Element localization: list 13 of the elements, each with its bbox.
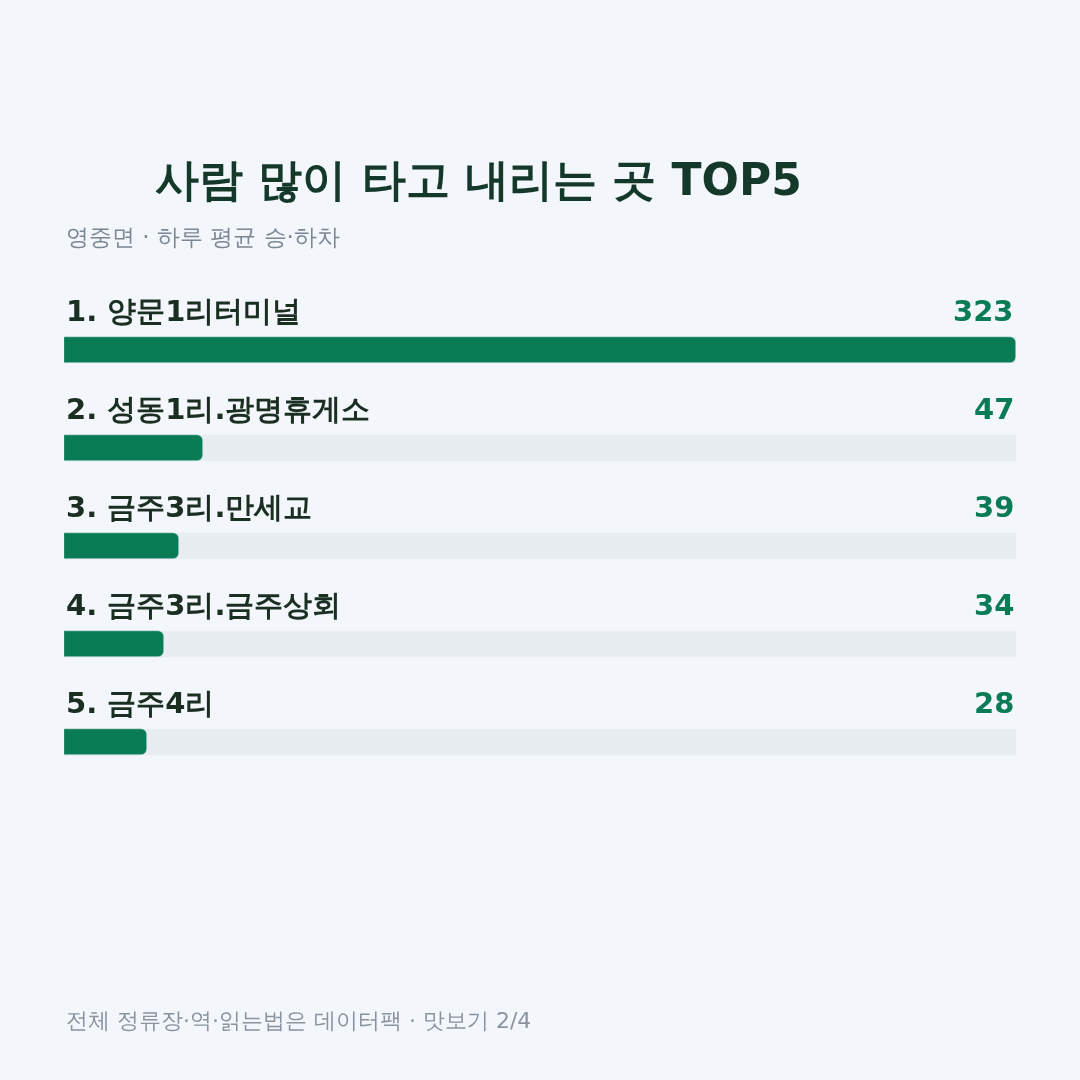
chart-title: 사람 많이 타고 내리는 곳 TOP5 — [155, 154, 802, 206]
y-tick-label: 5. 금주4리 — [66, 686, 215, 720]
data-label: 323 — [953, 294, 1014, 328]
data-label: 39 — [974, 490, 1015, 524]
y-tick-label: 2. 성동1리.광명휴게소 — [66, 392, 371, 426]
data-label: 28 — [974, 686, 1015, 720]
text: 전체 정류장·역·읽는법은 데이터팩 · 맛보기 2/4 — [66, 1008, 532, 1033]
y-tick-label: 1. 양문1리터미널 — [66, 294, 302, 328]
y-tick-label: 4. 금주3리.금주상회 — [66, 588, 342, 622]
chart-subtitle: 영중면 · 하루 평균 승·하차 — [66, 224, 340, 250]
data-label: 34 — [974, 588, 1015, 622]
y-tick-label: 3. 금주3리.만세교 — [66, 490, 313, 524]
data-label: 47 — [974, 392, 1015, 426]
